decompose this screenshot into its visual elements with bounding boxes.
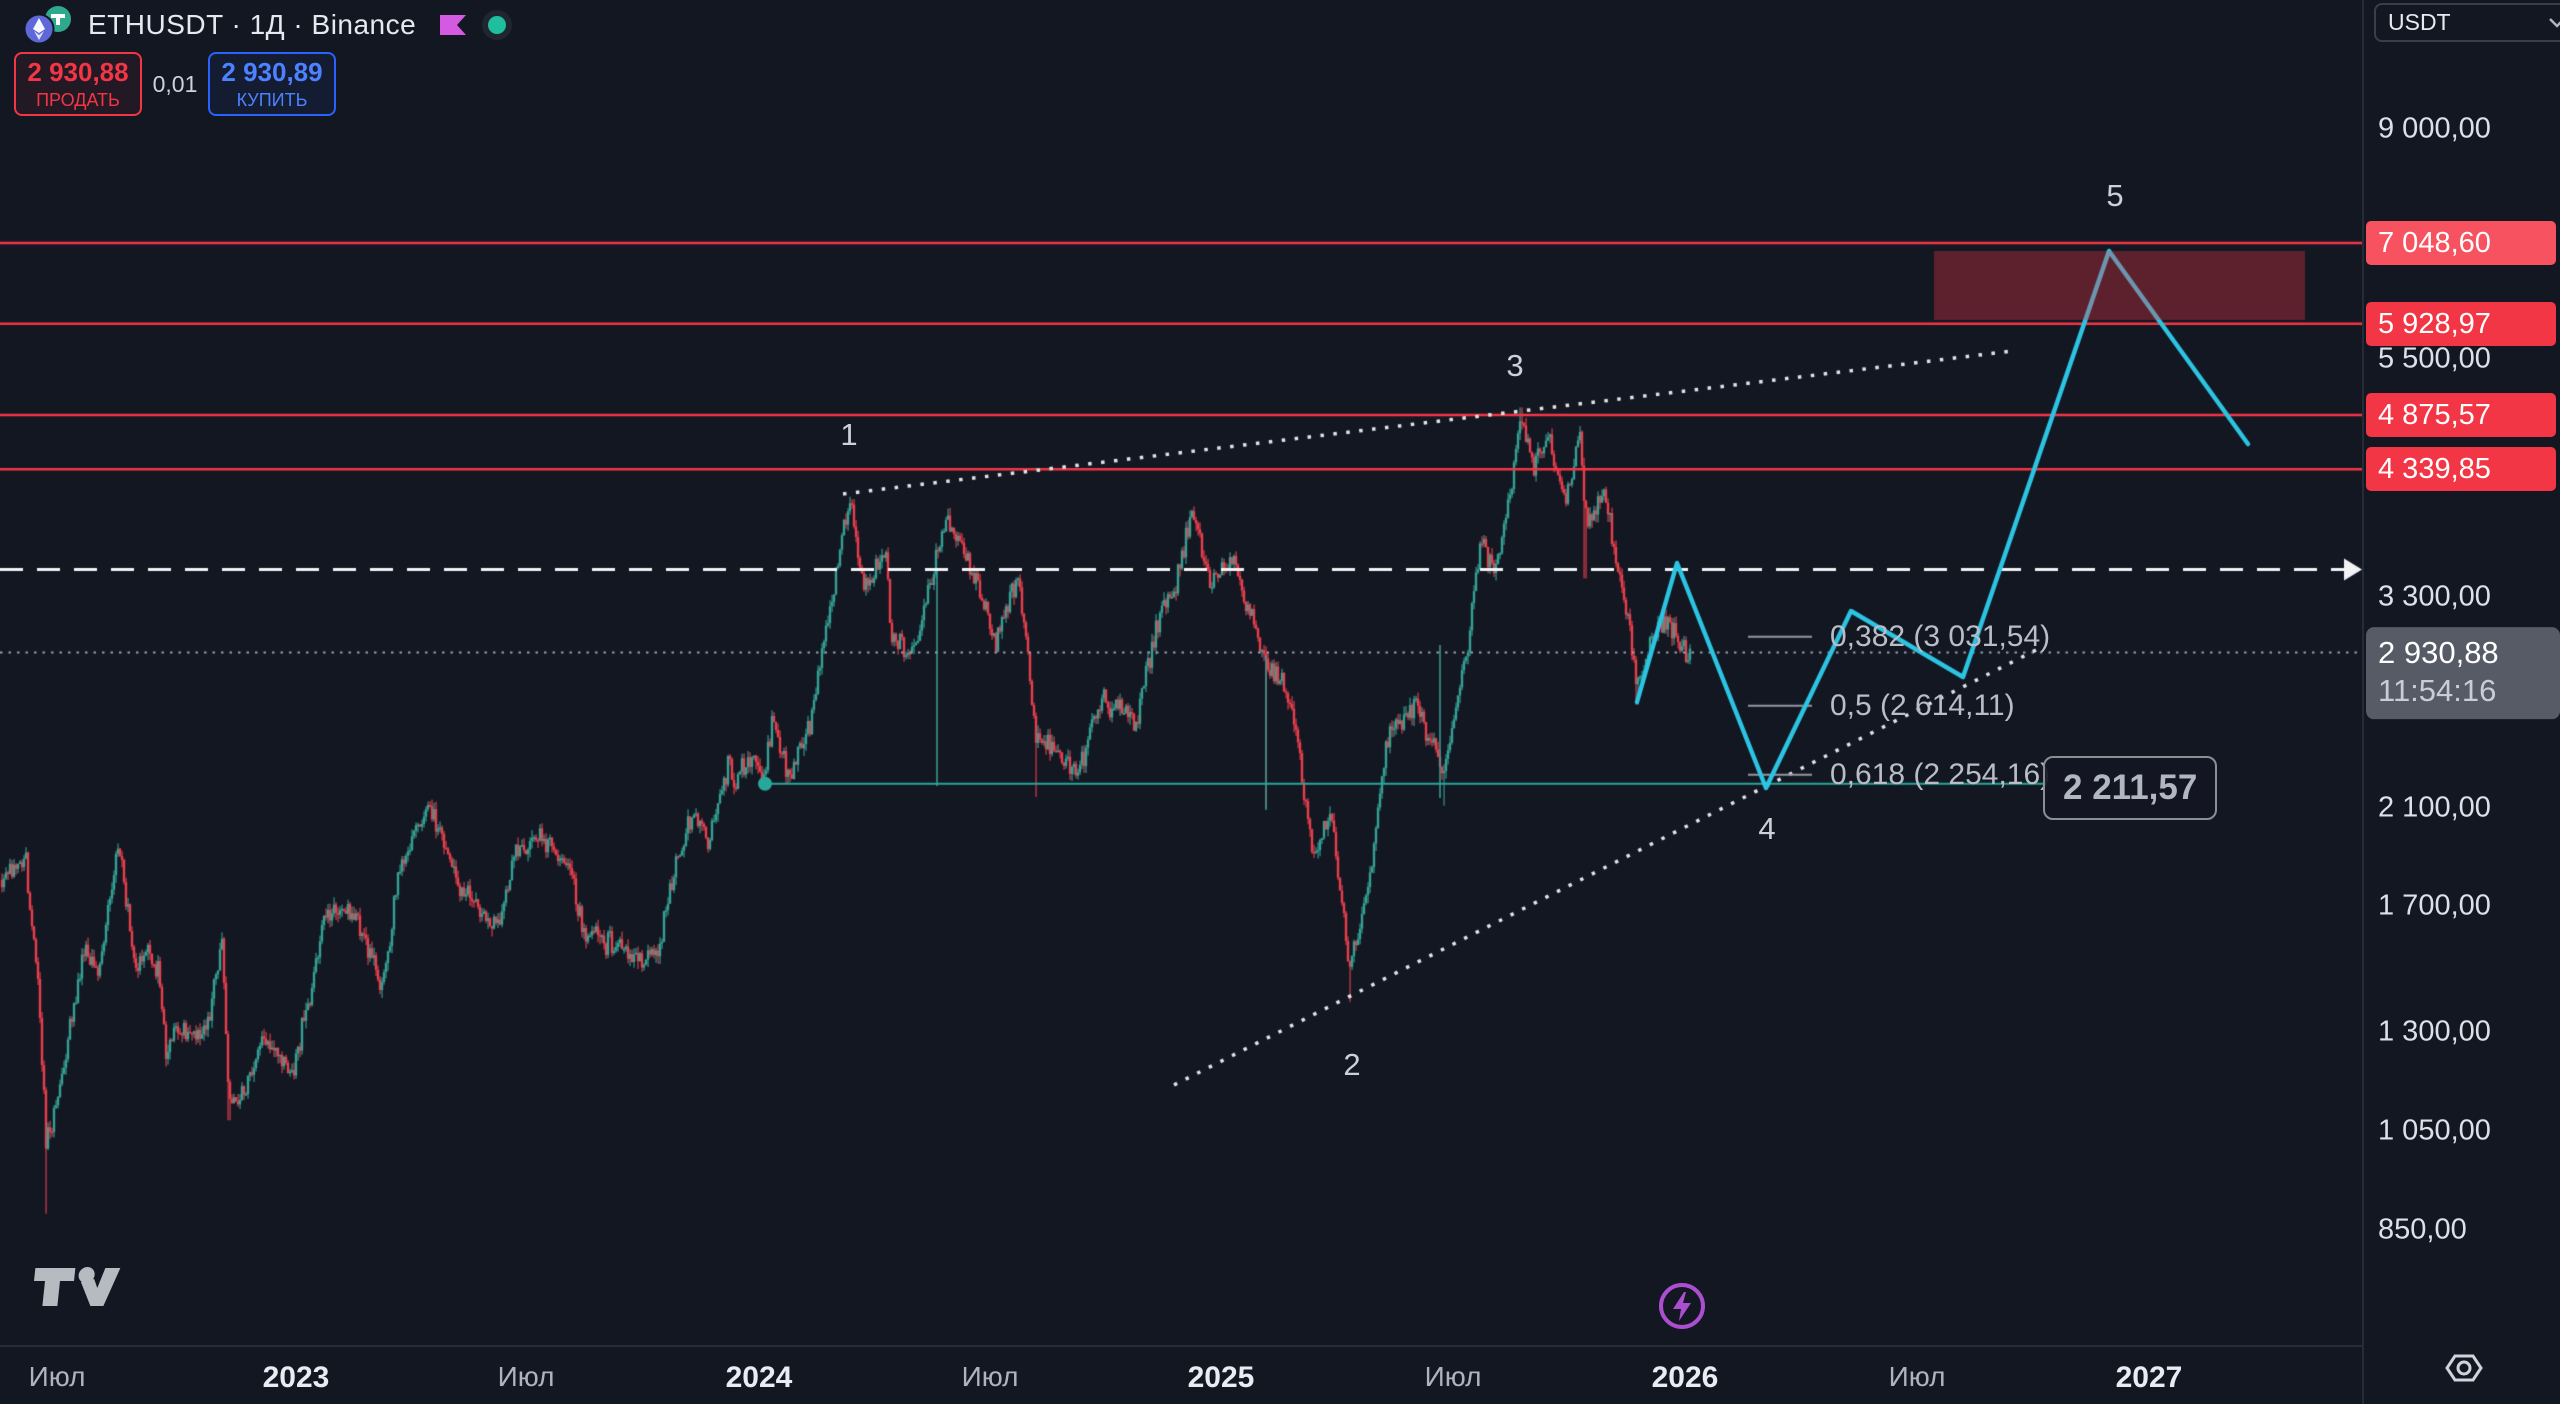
time-axis[interactable]: Июл 2023 Июл 2024 Июл 2025 Июл 2026 Июл 2027 (0, 1345, 2362, 1404)
fib-level-label: 0,618 (2 254,16) (1830, 757, 2051, 791)
chart-header: ETHUSDT · 1Д · Binance 2 930,88 ПРОДАТЬ … (14, 6, 514, 116)
time-label-month: Июл (497, 1361, 555, 1392)
elliott-wave-label-1: 1 (840, 417, 858, 452)
sell-price: 2 930,88 (27, 56, 129, 87)
pair-icon (14, 5, 76, 45)
candlestick-canvas[interactable] (0, 0, 2362, 1345)
flag-icon[interactable] (438, 13, 468, 37)
time-label-month: Июл (961, 1361, 1019, 1392)
price-tick-label: 5 500,00 (2378, 342, 2491, 375)
chart-area[interactable]: ETHUSDT · 1Д · Binance 2 930,88 ПРОДАТЬ … (0, 0, 2362, 1345)
time-label-year: 2027 (2115, 1361, 2183, 1394)
lightning-event-icon[interactable] (1655, 1279, 1709, 1333)
time-label-year: 2024 (725, 1361, 793, 1394)
spread-value: 0,01 (152, 70, 198, 97)
last-price-value: 2 930,88 (2378, 635, 2499, 671)
last-price-badge: 2 930,88 11:54:16 (2366, 627, 2560, 720)
alert-price-label: 7 048,60 (2366, 221, 2556, 266)
elliott-wave-label-2: 2 (1343, 1047, 1361, 1082)
tradingview-logo (34, 1267, 121, 1306)
sell-label: ПРОДАТЬ (36, 89, 120, 110)
time-label-year: 2023 (262, 1361, 330, 1394)
time-label-year: 2025 (1187, 1361, 1255, 1394)
support-price-label[interactable]: 2 211,57 (2043, 756, 2218, 820)
elliott-wave-label-5: 5 (2106, 178, 2124, 213)
time-label-month: Июл (1424, 1361, 1482, 1392)
currency-value: USDT (2388, 9, 2451, 35)
alert-price-label: 5 928,97 (2366, 301, 2556, 346)
sell-button[interactable]: 2 930,88 ПРОДАТЬ (14, 52, 142, 116)
chevron-down-icon (2549, 17, 2560, 28)
elliott-wave-label-4: 4 (1758, 811, 1776, 846)
alert-price-label: 4 875,57 (2366, 392, 2556, 437)
time-label-month: Июл (1888, 1361, 1946, 1392)
price-tick-label: 1 700,00 (2378, 889, 2491, 922)
buy-button[interactable]: 2 930,89 КУПИТЬ (208, 52, 336, 116)
fib-level-label: 0,382 (3 031,54) (1830, 619, 2051, 653)
price-tick-label: 3 300,00 (2378, 580, 2491, 613)
time-label-year: 2026 (1651, 1361, 1719, 1394)
currency-dropdown[interactable]: USDT (2374, 3, 2560, 42)
status-dot-icon (482, 10, 513, 40)
fib-level-label: 0,5 (2 614,11) (1830, 688, 2015, 722)
gear-icon[interactable] (2442, 1348, 2486, 1388)
price-tick-label: 9 000,00 (2378, 112, 2491, 145)
symbol-title[interactable]: ETHUSDT · 1Д · Binance (88, 9, 417, 40)
elliott-wave-label-3: 3 (1506, 348, 1524, 383)
price-axis[interactable]: USDT 2 930,88 11:54:16 9 000,00 5 500,00 3… (2362, 0, 2560, 1404)
price-tick-label: 1 050,00 (2378, 1114, 2491, 1147)
price-tick-label: 850,00 (2378, 1213, 2467, 1246)
bar-countdown: 11:54:16 (2378, 673, 2497, 709)
eth-icon (23, 13, 55, 45)
price-tick-label: 1 300,00 (2378, 1015, 2491, 1048)
price-tick-label: 2 100,00 (2378, 791, 2491, 824)
alert-price-label: 4 339,85 (2366, 447, 2556, 492)
buy-price: 2 930,89 (221, 56, 323, 87)
time-label-month: Июл (28, 1361, 86, 1392)
buy-label: КУПИТЬ (236, 89, 308, 110)
